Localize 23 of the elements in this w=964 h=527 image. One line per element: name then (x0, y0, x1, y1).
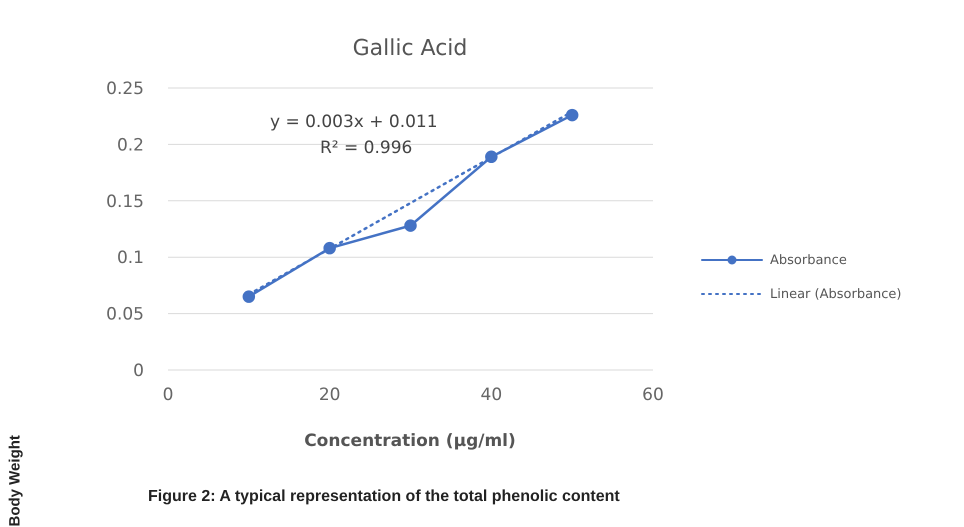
legend-label: Linear (Absorbance) (770, 286, 902, 302)
x-axis-title: Concentration (µg/ml) (304, 431, 516, 451)
point (485, 150, 498, 164)
point (404, 219, 417, 232)
text: Body Weight (6, 434, 24, 526)
point (566, 108, 578, 122)
point (323, 242, 336, 254)
x-tick-label: 0 (162, 385, 174, 406)
legend-label: Absorbance (770, 252, 847, 268)
x-tick-label: 60 (642, 385, 664, 406)
y-tick-label: 0.15 (106, 192, 144, 212)
chart-title: Gallic Acid (352, 36, 468, 61)
y-tick-label: 0.25 (106, 79, 144, 100)
y-tick-label: 0.05 (106, 304, 144, 325)
y-tick-label: 0.2 (116, 135, 144, 156)
caption: Figure 2: A typical representation of the total phenolic content (148, 488, 620, 506)
annotation: R² = 0.996 (320, 138, 412, 158)
y-tick-label: 0 (133, 361, 144, 382)
point (242, 290, 256, 303)
annotation: y = 0.003x + 0.011 (270, 112, 438, 132)
y-tick-label: 0.1 (116, 248, 144, 268)
x-tick-label: 20 (318, 385, 340, 406)
x-tick-label: 40 (480, 385, 502, 406)
